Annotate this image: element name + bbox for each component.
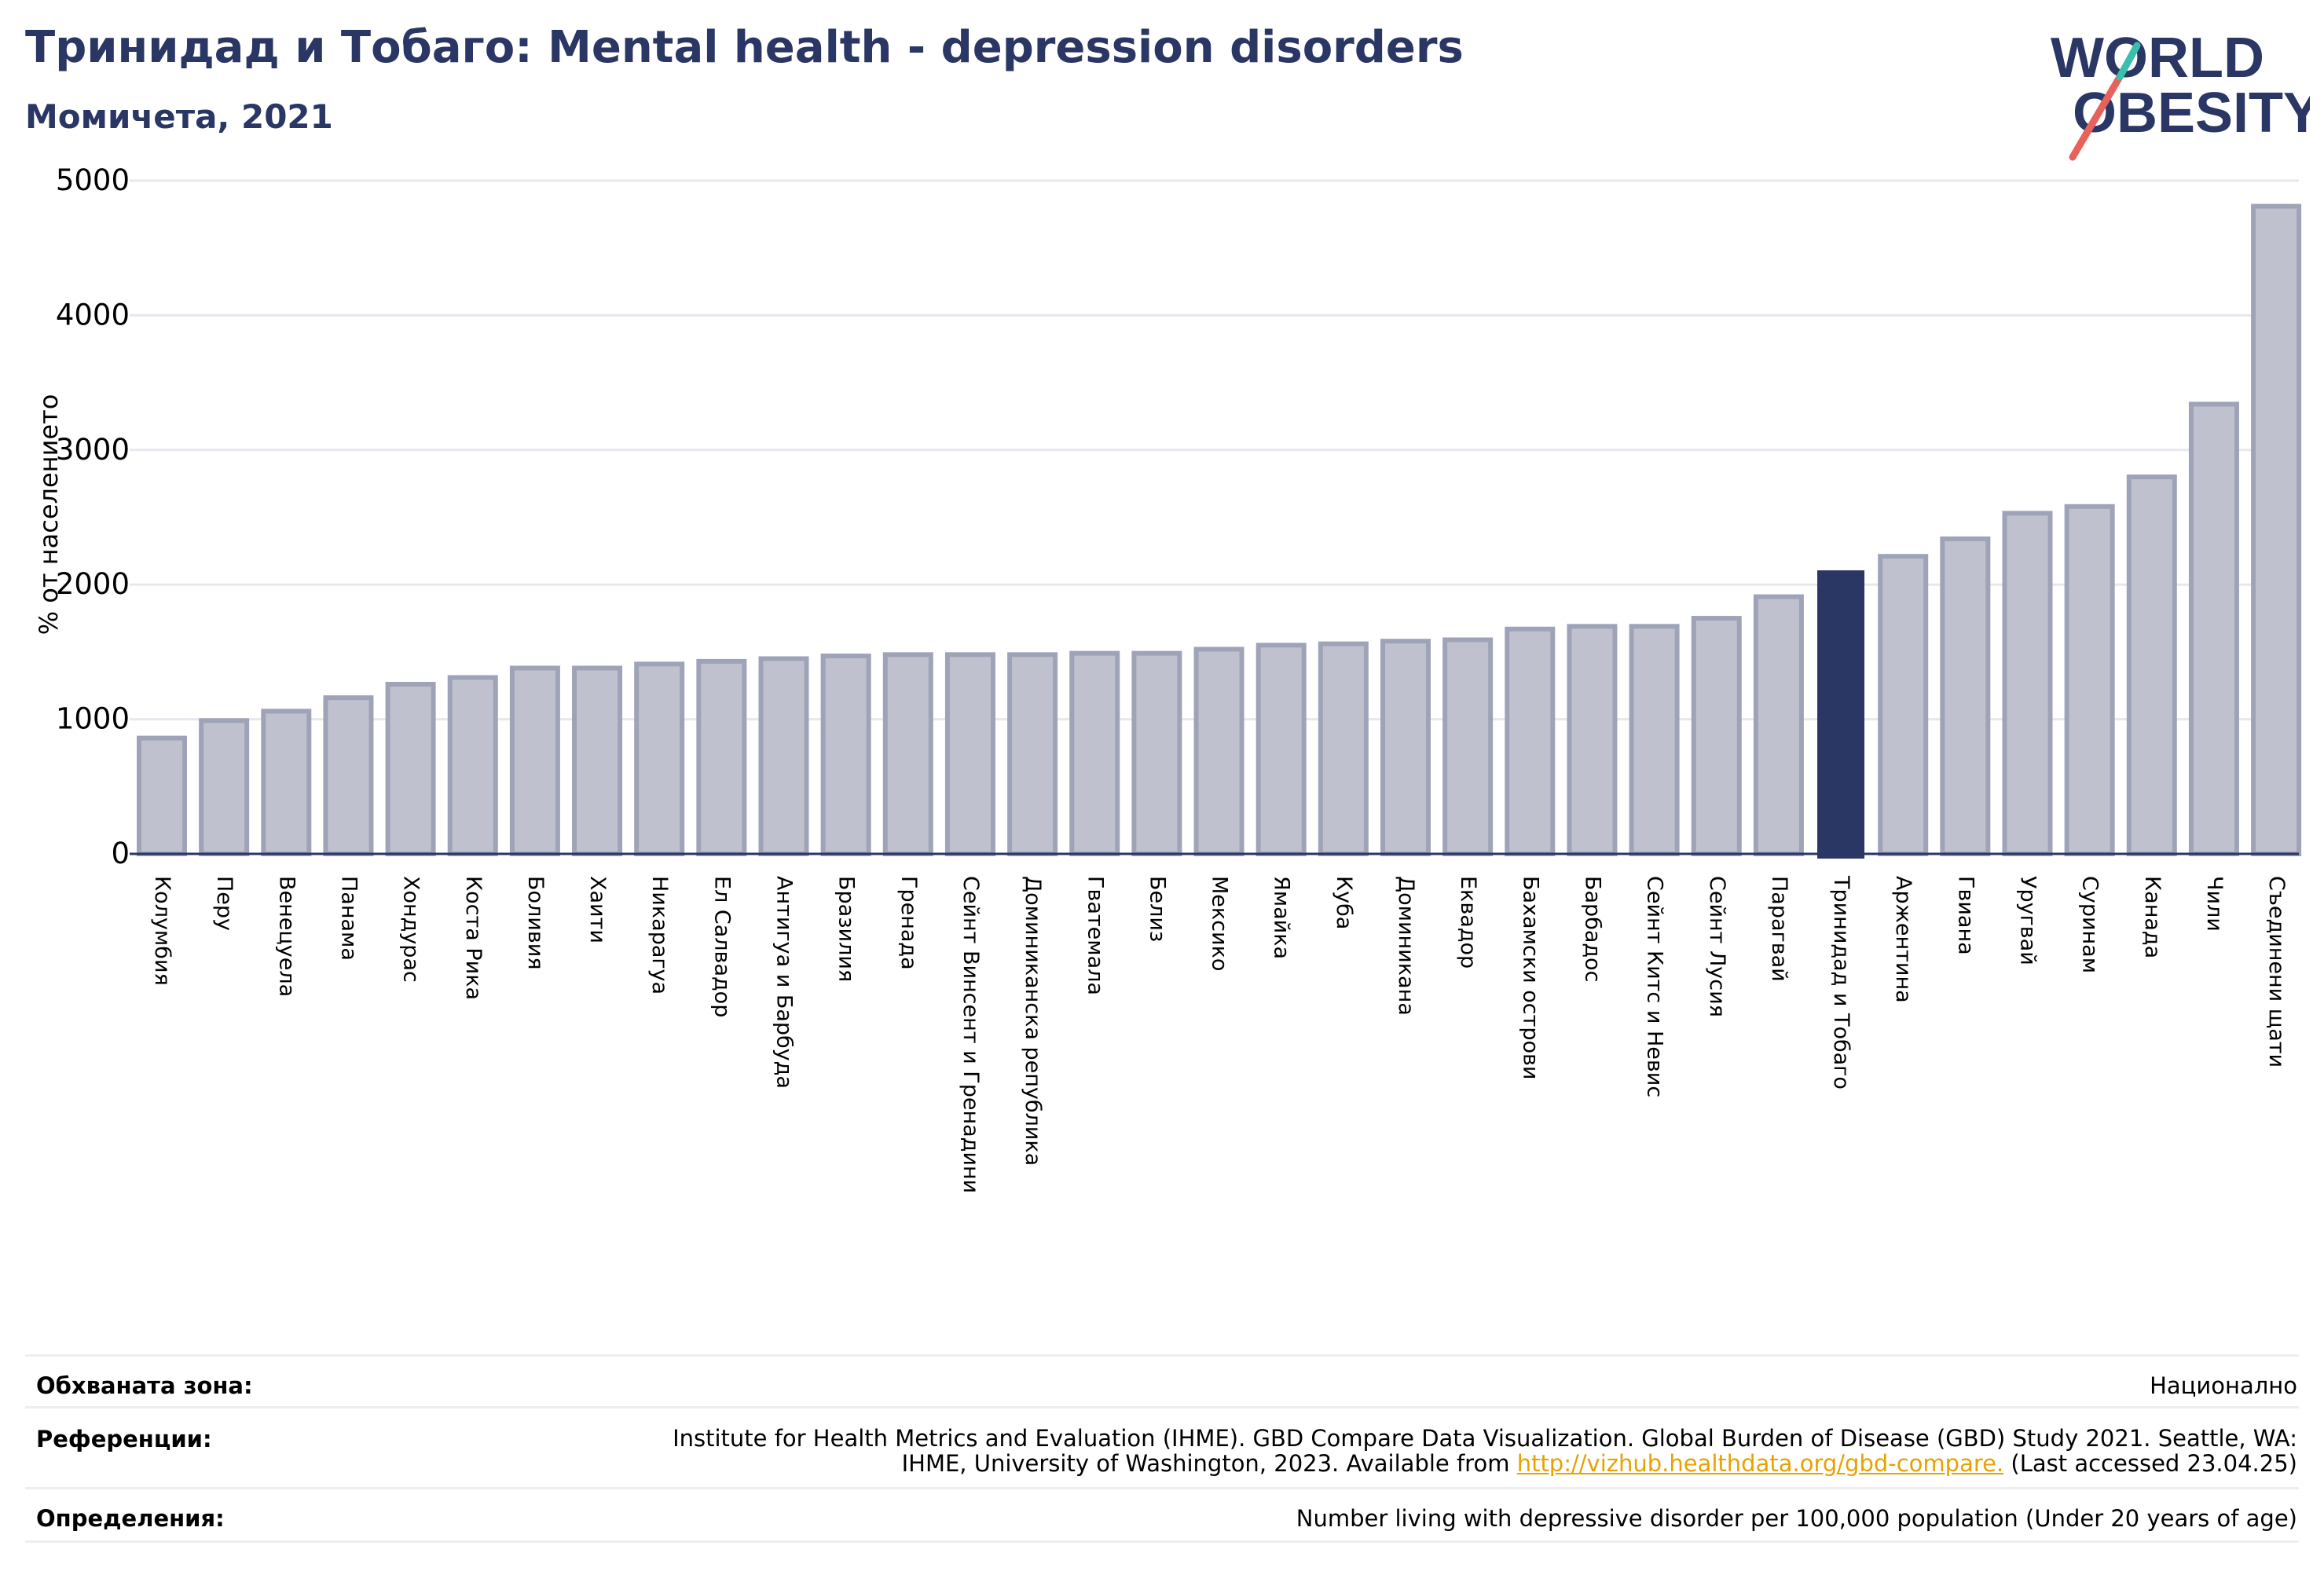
y-axis-label: % от населението (34, 394, 64, 635)
bar (447, 675, 498, 856)
bar (1318, 641, 1369, 857)
bar (137, 735, 187, 857)
definitions-label: Определения: (36, 1505, 225, 1532)
x-tick-label: Боливия (523, 876, 548, 970)
chart-subtitle: Момичета, 2021 (25, 97, 333, 136)
bar (1380, 639, 1431, 856)
logo-slash-red (2069, 73, 2124, 161)
y-tick-label: 4000 (56, 298, 130, 331)
bar (2126, 474, 2177, 857)
coverage-value: Национално (2150, 1372, 2297, 1399)
bar (2188, 401, 2239, 856)
x-tick-label: Ямайка (1270, 876, 1294, 959)
x-tick-label: Уругвай (2016, 876, 2040, 965)
references-link[interactable]: http://vizhub.healthdata.org/gbd-compare… (1516, 1450, 2004, 1477)
bar (696, 658, 747, 857)
bar (820, 654, 871, 856)
y-tick-label: 1000 (56, 702, 130, 736)
x-tick-label: Гватемала (1083, 876, 1107, 995)
references-row: Референции: Institute for Health Metrics… (25, 1406, 2299, 1487)
bar (509, 665, 560, 857)
coverage-row: Обхваната зона: Национално (25, 1354, 2299, 1406)
x-tick-label: Канада (2140, 876, 2165, 958)
definitions-row: Определения: Number living with depressi… (25, 1487, 2299, 1543)
x-tick-label: Сейнт Винсент и Гренадини (959, 876, 983, 1193)
y-tick-label: 3000 (56, 433, 130, 467)
x-tick-label: Венецуела (274, 876, 299, 997)
x-tick-label: Суринам (2078, 876, 2102, 973)
x-tick-label: Мексико (1208, 876, 1232, 971)
x-tick-label: Бразилия (834, 876, 859, 982)
bar (2002, 511, 2053, 856)
x-tick-label: Ел Салвадор (709, 876, 734, 1017)
logo-slash-teal (2116, 42, 2141, 81)
bar (882, 652, 933, 856)
bar (1069, 650, 1120, 857)
bar (1007, 652, 1058, 856)
chart-title: Тринидад и Тобаго: Mental health - depre… (25, 22, 1464, 73)
x-tick-label: Сейнт Китс и Невис (1643, 876, 1667, 1097)
bar (1940, 536, 1991, 856)
x-tick-label: Коста Рика (461, 876, 486, 1000)
bar (2064, 504, 2115, 857)
x-tick-label: Антигуа и Барбуда (772, 876, 797, 1089)
x-tick-label: Гвиана (1953, 876, 1978, 955)
bar (758, 656, 809, 856)
x-tick-label: Аржентина (1891, 876, 1915, 1003)
references-text: Institute for Health Metrics and Evaluat… (647, 1426, 2297, 1476)
x-tick-label: Съединени щати (2264, 876, 2289, 1068)
bar (1193, 646, 1244, 856)
x-tick-label: Доминикана (1394, 876, 1418, 1016)
bar (1753, 594, 1804, 856)
bar (1691, 616, 1742, 856)
x-tick-label: Парагвай (1767, 876, 1791, 982)
bar (323, 695, 374, 857)
world-obesity-logo: WORLD OBESITY (2051, 27, 2310, 161)
bar (261, 709, 312, 856)
bar (1629, 624, 1680, 856)
logo-word-world: WORLD (2051, 27, 2264, 90)
x-tick-label: Хаити (585, 876, 610, 943)
bar (2251, 203, 2302, 857)
x-tick-label: Бахамски острови (1518, 876, 1542, 1079)
y-tick-label: 5000 (56, 163, 130, 197)
bar (1131, 650, 1182, 857)
y-tick-label: 2000 (56, 567, 130, 601)
bar (1255, 643, 1307, 857)
x-tick-label: Белиз (1145, 876, 1169, 942)
x-tick-label: Сейнт Лусия (1705, 876, 1729, 1017)
references-label: Референции: (36, 1426, 212, 1452)
coverage-label: Обхваната зона: (36, 1372, 253, 1399)
x-tick-label: Барбадос (1580, 876, 1604, 982)
x-tick-label: Панама (336, 876, 361, 961)
bar (1442, 637, 1494, 856)
x-tick-label: Чили (2202, 876, 2227, 932)
x-tick-label: Хондурас (399, 876, 423, 983)
bar (385, 682, 436, 857)
x-tick-label: Перу (212, 876, 236, 931)
x-tick-label: Еквадор (1456, 876, 1480, 969)
bar (199, 718, 250, 857)
references-text-start: Institute for Health Metrics and Evaluat… (673, 1425, 2297, 1477)
bar (944, 652, 995, 856)
x-tick-label: Куба (1332, 876, 1356, 929)
x-tick-label: Никарагуа (647, 876, 672, 994)
definitions-value: Number living with depressive disorder p… (1296, 1505, 2297, 1532)
x-tick-label: Тринидад и Тобаго (1829, 875, 1853, 1090)
x-tick-label: Гренада (896, 876, 921, 970)
references-text-end: (Last accessed 23.04.25) (2003, 1450, 2297, 1477)
bar-highlighted (1817, 570, 1865, 859)
bar (1505, 626, 1556, 857)
bar (1567, 624, 1618, 856)
bar (634, 661, 685, 856)
x-tick-label: Колумбия (150, 876, 174, 986)
footer-table: Обхваната зона: Национално Референции: I… (25, 1354, 2299, 1543)
x-tick-label: Доминиканска република (1021, 876, 1045, 1166)
bar-chart: 0 1000 2000 3000 4000 5000 Колумбия Перу Венецуе… (56, 163, 2302, 1193)
bar (572, 665, 623, 857)
y-tick-label: 0 (111, 837, 130, 870)
bar (1878, 554, 1929, 856)
